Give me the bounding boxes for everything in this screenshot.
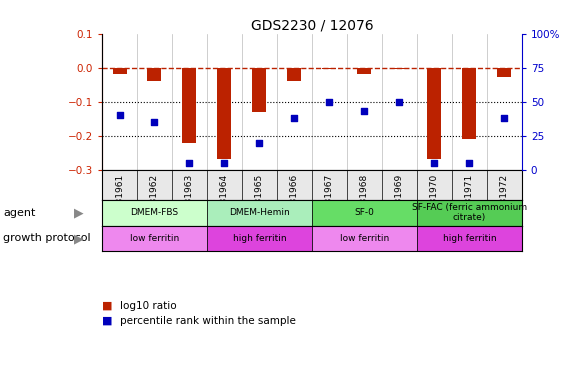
Text: GSM81964: GSM81964 <box>220 174 229 223</box>
Bar <box>252 68 266 112</box>
Bar <box>427 68 441 159</box>
Text: ▶: ▶ <box>74 206 83 219</box>
Text: DMEM-FBS: DMEM-FBS <box>131 208 178 217</box>
Text: SF-FAC (ferric ammonium
citrate): SF-FAC (ferric ammonium citrate) <box>412 203 527 222</box>
Text: GSM81966: GSM81966 <box>290 174 299 223</box>
Bar <box>102 200 207 226</box>
Bar <box>417 200 522 226</box>
Bar <box>207 226 312 251</box>
Point <box>255 140 264 146</box>
Bar <box>392 68 406 69</box>
Bar <box>497 68 511 77</box>
Bar <box>322 68 336 69</box>
Bar <box>217 68 231 159</box>
Point <box>325 99 334 105</box>
Text: ■: ■ <box>102 316 113 326</box>
Bar <box>147 68 161 81</box>
Point <box>500 115 509 121</box>
Bar <box>312 226 417 251</box>
Text: ▶: ▶ <box>74 232 83 245</box>
Text: growth protocol: growth protocol <box>3 233 90 243</box>
Bar <box>182 68 196 142</box>
Bar <box>102 226 207 251</box>
Bar <box>113 68 127 74</box>
Point <box>185 160 194 166</box>
Text: GSM81971: GSM81971 <box>465 174 474 223</box>
Point <box>395 99 404 105</box>
Text: low ferritin: low ferritin <box>130 234 179 243</box>
Bar <box>312 200 417 226</box>
Point <box>150 119 159 125</box>
Text: high ferritin: high ferritin <box>233 234 286 243</box>
Title: GDS2230 / 12076: GDS2230 / 12076 <box>251 19 373 33</box>
Text: percentile rank within the sample: percentile rank within the sample <box>120 316 296 326</box>
Point <box>290 115 299 121</box>
Text: GSM81967: GSM81967 <box>325 174 334 223</box>
Text: GSM81968: GSM81968 <box>360 174 369 223</box>
Text: GSM81972: GSM81972 <box>500 174 509 223</box>
Point <box>465 160 474 166</box>
Point <box>220 160 229 166</box>
Text: GSM81969: GSM81969 <box>395 174 404 223</box>
Text: GSM81962: GSM81962 <box>150 174 159 223</box>
Text: ■: ■ <box>102 301 113 310</box>
Point <box>360 108 369 114</box>
Text: low ferritin: low ferritin <box>340 234 389 243</box>
Bar <box>462 68 476 139</box>
Text: log10 ratio: log10 ratio <box>120 301 176 310</box>
Text: GSM81970: GSM81970 <box>430 174 439 223</box>
Bar <box>287 68 301 81</box>
Text: GSM81965: GSM81965 <box>255 174 264 223</box>
Text: high ferritin: high ferritin <box>442 234 496 243</box>
Point <box>430 160 439 166</box>
Text: SF-0: SF-0 <box>354 208 374 217</box>
Bar <box>417 226 522 251</box>
Bar <box>357 68 371 74</box>
Text: agent: agent <box>3 208 36 218</box>
Text: DMEM-Hemin: DMEM-Hemin <box>229 208 290 217</box>
Bar <box>207 200 312 226</box>
Point <box>115 112 124 118</box>
Text: GSM81963: GSM81963 <box>185 174 194 223</box>
Text: GSM81961: GSM81961 <box>115 174 124 223</box>
